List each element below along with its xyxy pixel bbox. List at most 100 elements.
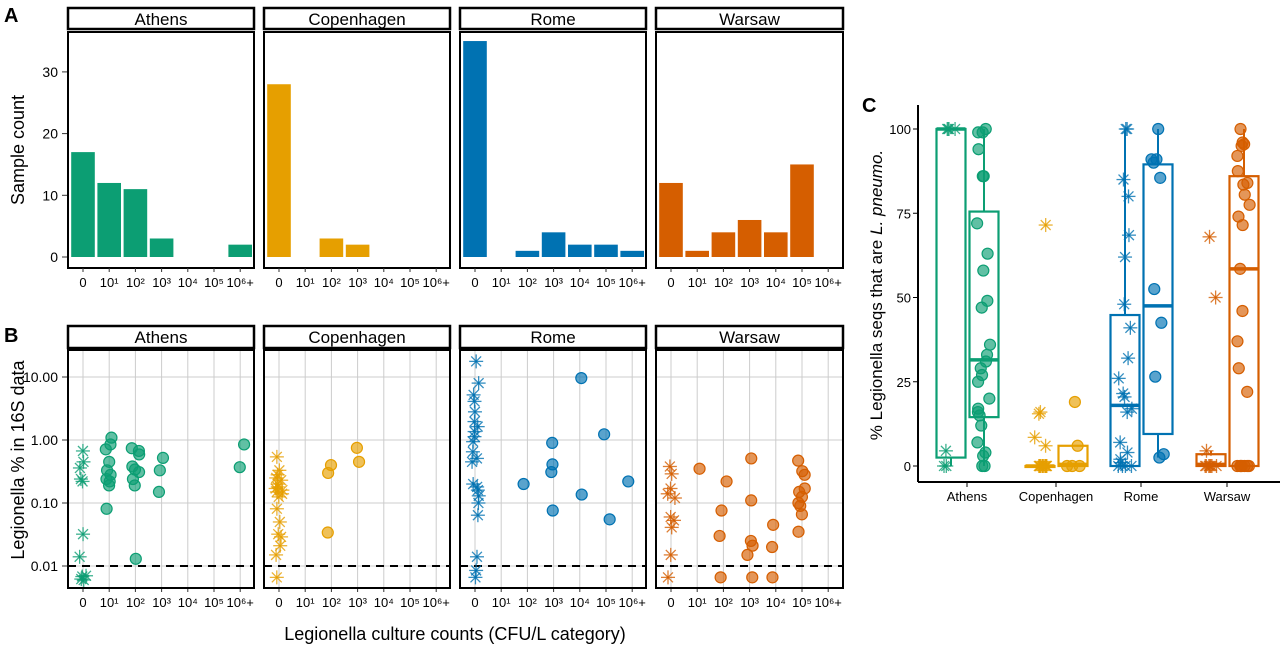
x-tick-label: 0 (79, 275, 86, 290)
x-tick-label: 10¹ (296, 595, 315, 610)
y-tick-label: 0.01 (31, 558, 58, 574)
x-tick-label: 10² (518, 595, 537, 610)
asterisk-stroke (1119, 251, 1131, 263)
asterisk-point (72, 549, 87, 564)
asterisk-stroke (473, 377, 485, 389)
y-tick-label: 0 (904, 459, 911, 474)
circle-point (1073, 459, 1086, 473)
x-tick-label: 10¹ (296, 275, 315, 290)
facet-title: Copenhagen (308, 10, 405, 29)
x-tick-label: 10¹ (100, 275, 119, 290)
asterisk-point (269, 570, 284, 585)
asterisk-point (662, 459, 677, 474)
circle-point (102, 479, 116, 492)
y-tick-label: 25 (897, 375, 911, 390)
circle-point (322, 466, 335, 480)
asterisk-stroke (467, 478, 479, 490)
asterisk-stroke (471, 551, 483, 563)
x-tick-label: 10⁵ (400, 595, 420, 610)
asterisk-stroke (1112, 460, 1124, 472)
x-tick-label: 10⁶+ (422, 595, 449, 610)
asterisk-stroke (1122, 352, 1134, 364)
asterisk-stroke (270, 472, 282, 484)
facet-title: Copenhagen (308, 328, 405, 347)
circle-point (1147, 156, 1160, 169)
x-tick-label: 10² (322, 275, 341, 290)
x-tick-label: 10⁵ (204, 595, 224, 610)
x-tick-label: 10³ (544, 275, 563, 290)
asterisk-point (74, 572, 89, 587)
y-tick-label: 20 (42, 126, 58, 142)
x-axis-title-b: Legionella culture counts (CFU/L categor… (284, 624, 626, 644)
facet-strip (66, 6, 256, 31)
facet-a-athens: Athens 0 10¹ 10² 10³ 10⁴ 10⁵ 10⁶+ (66, 6, 256, 290)
x-tick-label: 10² (126, 275, 145, 290)
panel-frame (459, 349, 647, 589)
circle-point (517, 477, 530, 491)
asterisk-point (667, 491, 682, 506)
x-tick-label: 10⁴ (178, 595, 198, 610)
bar (345, 244, 370, 257)
x-tick-label: 10⁴ (570, 275, 590, 290)
x-tick-label: 10³ (152, 595, 171, 610)
circle-point (575, 372, 588, 385)
x-tick-label: 10² (714, 595, 733, 610)
circle-point (598, 428, 611, 441)
asterisk-stroke (470, 571, 481, 583)
asterisk-stroke (1033, 408, 1045, 420)
asterisk-stroke (940, 445, 952, 457)
asterisk-point (1038, 438, 1053, 453)
x-tick-label: 10³ (348, 275, 367, 290)
circle-point (976, 170, 989, 183)
asterisk-point (470, 508, 485, 523)
x-tick-label: 10⁶+ (618, 275, 645, 290)
asterisk-stroke (472, 484, 484, 496)
circle-point (746, 539, 759, 552)
x-tick-label: 10³ (152, 275, 171, 290)
x-tick-label: 10¹ (492, 275, 511, 290)
asterisk-point (269, 501, 284, 516)
asterisk-point (471, 496, 486, 510)
circle-point (1071, 439, 1084, 452)
facet-a-warsaw: Warsaw 0 10¹ 10² 10³ 10⁴ 10⁵ 10⁶+ (654, 6, 845, 290)
asterisk-point (269, 547, 284, 562)
circle-point (156, 451, 170, 464)
panel-frame (67, 349, 255, 589)
asterisk-point (1111, 459, 1126, 473)
circle-point (133, 448, 146, 461)
circle-point (971, 436, 984, 449)
circle-point (977, 264, 990, 277)
x-tick-label: 10⁴ (570, 595, 590, 610)
x-tick-label: 10² (714, 275, 733, 290)
bar (659, 182, 683, 257)
circle-point (153, 464, 166, 477)
asterisk-point (1202, 229, 1217, 244)
asterisk-stroke (273, 491, 285, 503)
y-tick-label: 1.00 (31, 432, 58, 448)
x-tick-label: 10⁶+ (618, 595, 645, 610)
panel-label-b: B (4, 325, 18, 347)
asterisk-point (1203, 459, 1218, 473)
asterisk-point (72, 460, 87, 475)
x-tick-label: 10⁵ (596, 275, 616, 290)
circle-point (798, 468, 811, 481)
panel-frame (459, 31, 647, 269)
panel-frame (263, 349, 451, 589)
asterisk-point (468, 570, 483, 585)
asterisk-stroke (664, 461, 676, 472)
y-tick-label: 0.10 (31, 495, 58, 511)
bar (463, 41, 487, 257)
group-c-warsaw: Warsaw (1195, 122, 1260, 504)
asterisk-point (274, 529, 289, 544)
x-tick-label: 10⁵ (792, 595, 812, 610)
asterisk-point (664, 466, 679, 481)
facet-strip (262, 6, 452, 31)
circle-point (741, 548, 754, 562)
asterisk-point (75, 474, 90, 489)
y-axis-title-a: Sample count (8, 95, 28, 205)
panel-bg (264, 350, 450, 588)
asterisk-point (1121, 351, 1136, 366)
circle-point (129, 552, 142, 565)
bar (228, 244, 252, 257)
circle-point (350, 441, 363, 454)
